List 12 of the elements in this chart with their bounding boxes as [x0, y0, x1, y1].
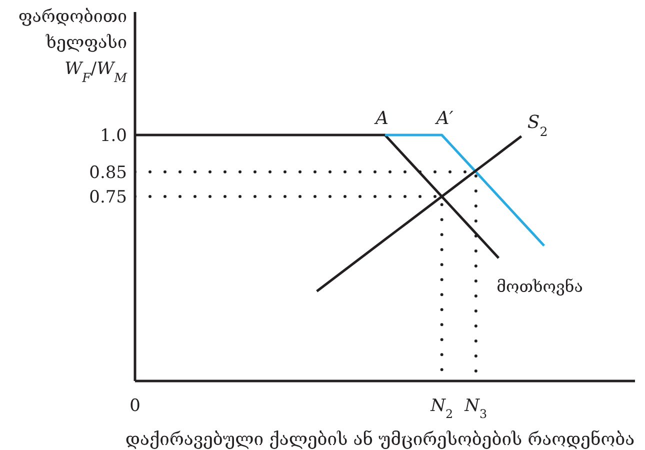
annotation: A [374, 108, 388, 129]
x-tick-label: N$_{2}$ [430, 396, 454, 421]
y-axis-title: ფარდობითი ხელფასი W$_{F}$/W$_{M}$ [18, 7, 128, 84]
y-tick-label: 0.85 [89, 162, 127, 183]
x-tick-label: N$_{3}$ [464, 396, 488, 421]
x-axis-title: დაქირავებული ქალების ან უმცირესობების რაოდენობა [125, 430, 635, 450]
annotation: A′ [434, 108, 454, 129]
x-tick-label: 0 [130, 396, 140, 416]
y-tick-label: 0.75 [89, 188, 127, 208]
y-tick-label: 1.0 [100, 126, 127, 146]
series-label: S$_{2}$ [527, 112, 548, 139]
series-label: მოთხოვნა [496, 277, 583, 296]
